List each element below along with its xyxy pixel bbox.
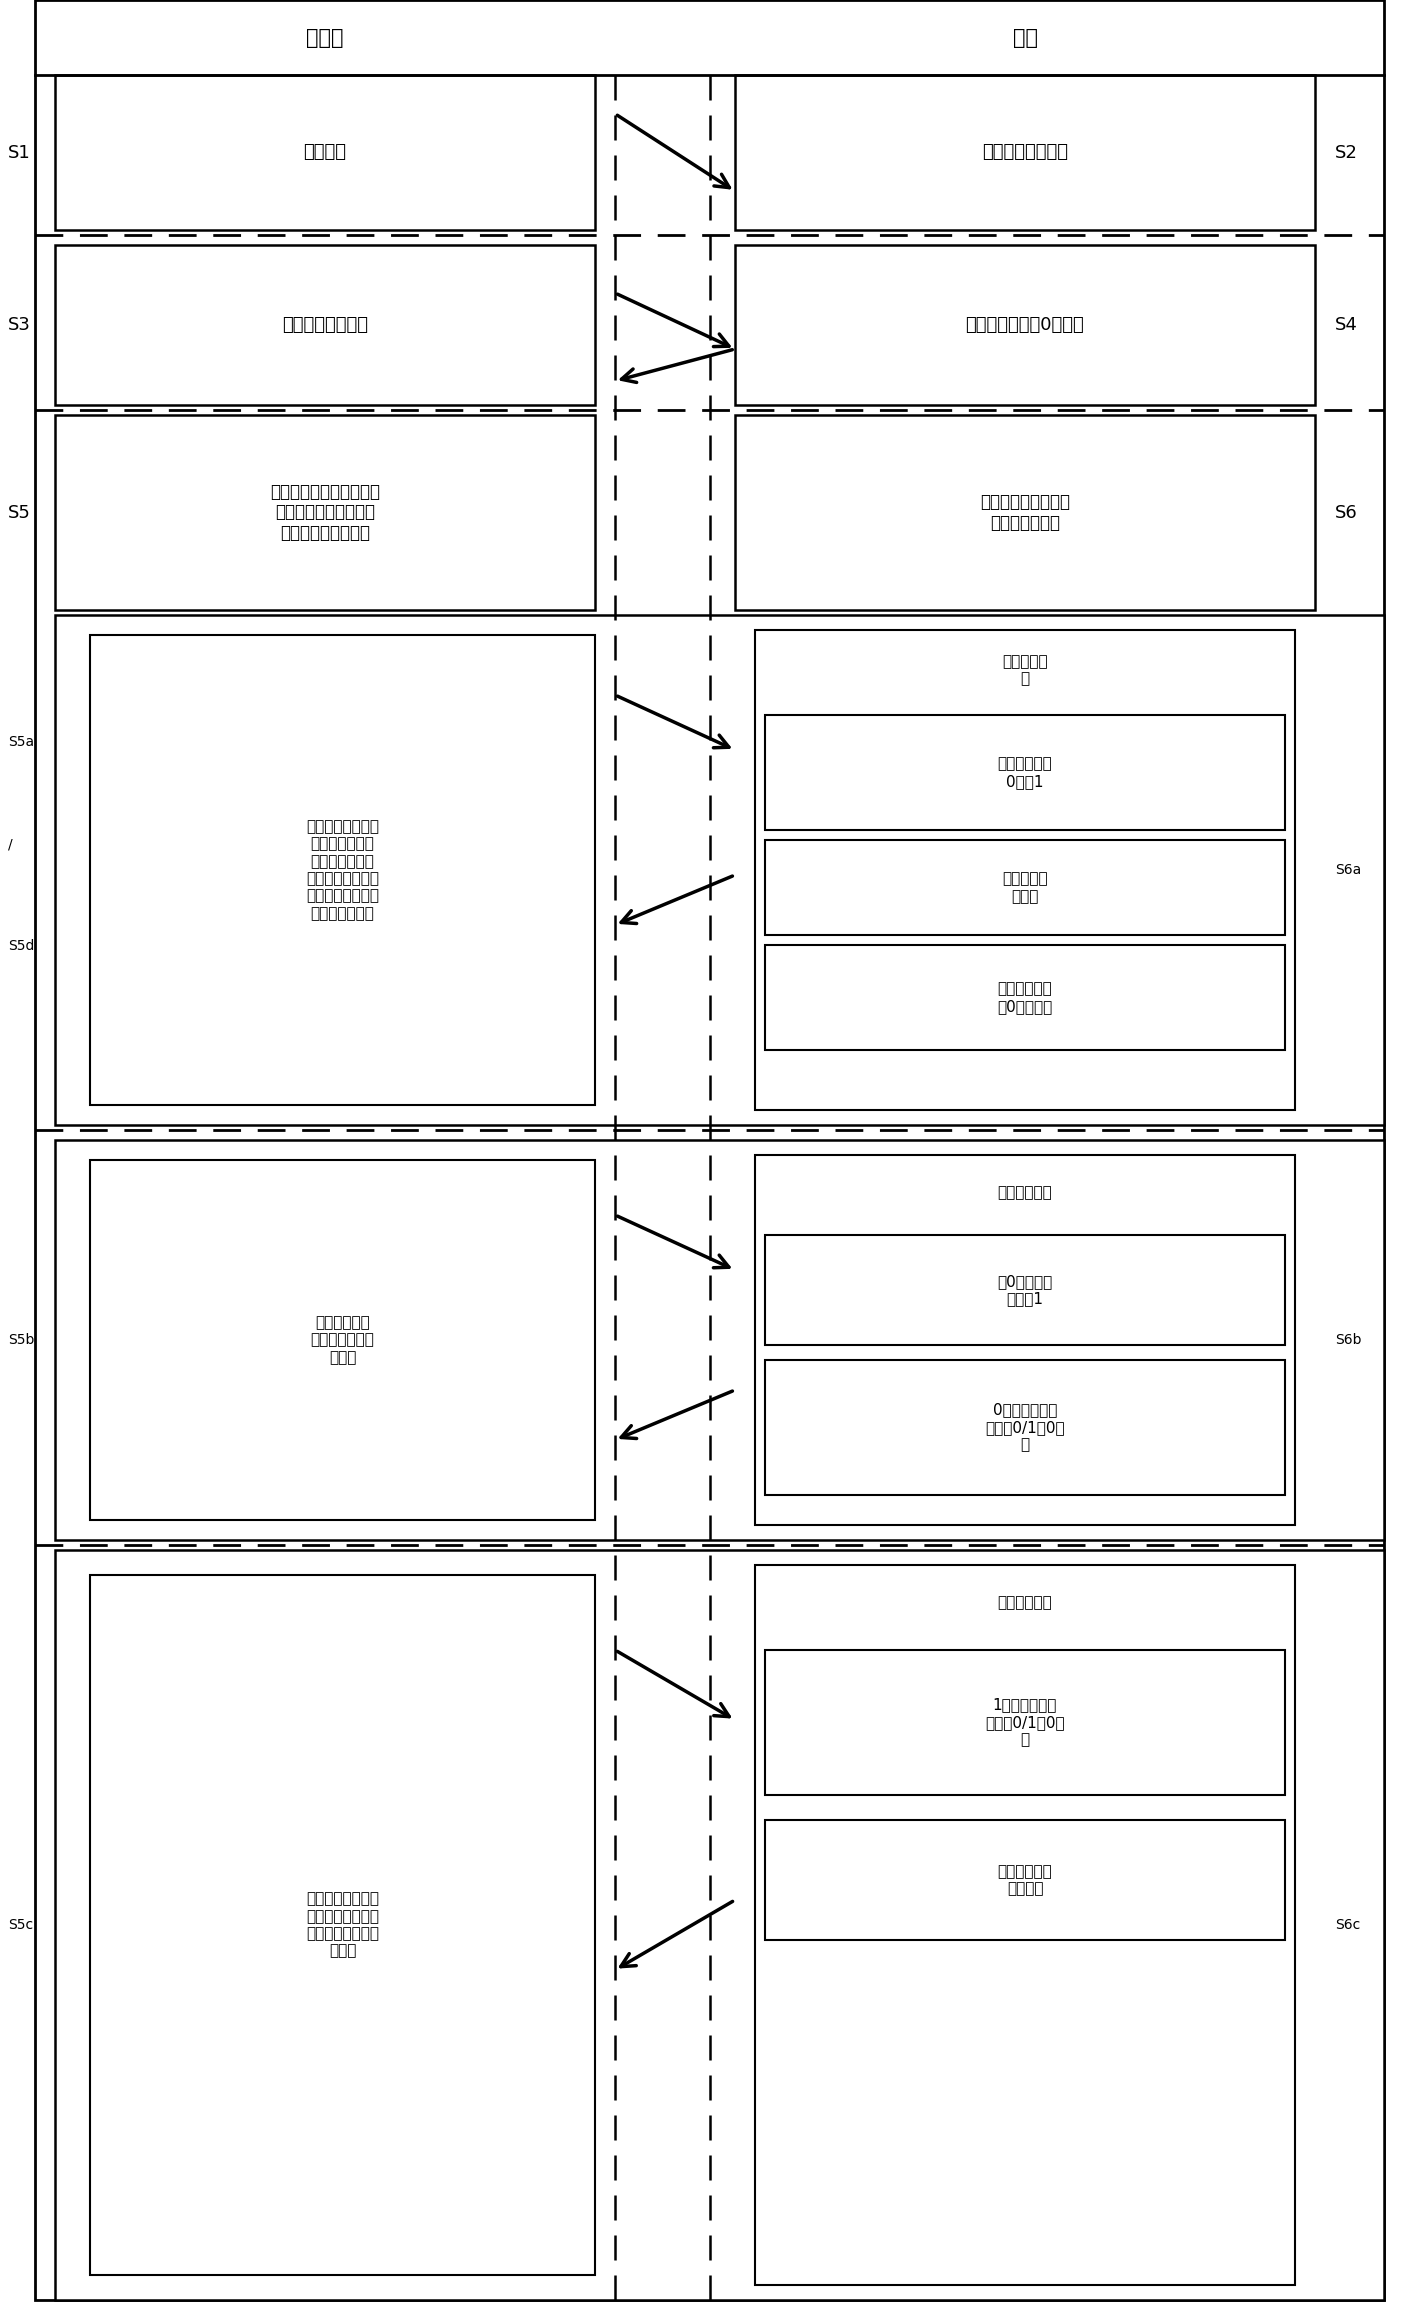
- Bar: [765, 1360, 1286, 1496]
- Text: S6a: S6a: [1335, 862, 1361, 876]
- Bar: [735, 76, 1315, 230]
- Text: 确认成功不
再响应: 确认成功不 再响应: [1002, 871, 1047, 904]
- Text: S6b: S6b: [1335, 1332, 1361, 1346]
- Text: 发送开始清点指令: 发送开始清点指令: [282, 316, 368, 334]
- Bar: [55, 415, 595, 611]
- Text: S2: S2: [1335, 143, 1358, 161]
- Bar: [765, 945, 1286, 1051]
- Text: S5a: S5a: [9, 735, 34, 749]
- Text: S1: S1: [9, 143, 31, 161]
- Bar: [89, 634, 595, 1104]
- Text: 计数器（值非
0）减1: 计数器（值非 0）减1: [998, 756, 1053, 788]
- Bar: [755, 629, 1296, 1111]
- Text: S5: S5: [9, 502, 31, 521]
- Text: S3: S3: [9, 316, 31, 334]
- Text: 选择标签: 选择标签: [304, 143, 346, 161]
- Bar: [735, 244, 1315, 406]
- Text: S5c: S5c: [9, 1918, 33, 1932]
- Text: S5b: S5b: [9, 1332, 34, 1346]
- Text: 成功确认指
令: 成功确认指 令: [1002, 655, 1047, 687]
- Text: 阅读器错误接
收，发送失败确
认指令: 阅读器错误接 收，发送失败确 认指令: [311, 1316, 375, 1365]
- Text: 接收指令并按以下两
种情况分别响应: 接收指令并按以下两 种情况分别响应: [981, 493, 1070, 532]
- Text: 阅读器正确接收，
或阅读器接收为
空且上一时隙未
收到或者正确接收
标签回复信息，则
发成功确认指令: 阅读器正确接收， 或阅读器接收为 空且上一时隙未 收到或者正确接收 标签回复信息…: [307, 818, 379, 922]
- Text: 1值计数器，重
新生成0/1，0回
复: 1值计数器，重 新生成0/1，0回 复: [985, 1696, 1064, 1747]
- Bar: [55, 244, 595, 406]
- Bar: [55, 615, 1384, 1125]
- Bar: [55, 76, 595, 230]
- Text: /: /: [9, 837, 13, 851]
- Bar: [765, 1821, 1286, 1941]
- Text: S4: S4: [1335, 316, 1358, 334]
- Text: 失败确认指令: 失败确认指令: [998, 1185, 1053, 1201]
- Text: 标签: 标签: [1013, 28, 1037, 48]
- Text: 计数器初始值全0，回复: 计数器初始值全0，回复: [965, 316, 1084, 334]
- Bar: [765, 839, 1286, 936]
- Bar: [89, 1159, 595, 1519]
- Text: 接收标签回复信息，并按
以下三种情况发送指令
（正确、错误、空）: 接收标签回复信息，并按 以下三种情况发送指令 （正确、错误、空）: [270, 482, 380, 542]
- Text: 阅读器: 阅读器: [307, 28, 343, 48]
- Text: 非0计数器，
其值加1: 非0计数器， 其值加1: [998, 1275, 1053, 1307]
- Bar: [765, 1650, 1286, 1796]
- Text: S5d: S5d: [9, 940, 34, 954]
- Bar: [735, 415, 1315, 611]
- Text: 确认失败，保
持0，并回复: 确认失败，保 持0，并回复: [998, 982, 1053, 1014]
- Bar: [55, 1141, 1384, 1540]
- Bar: [755, 1155, 1296, 1526]
- Text: 标签响应选择指令: 标签响应选择指令: [982, 143, 1069, 161]
- Text: 重新分裂指令: 重新分裂指令: [998, 1595, 1053, 1609]
- Bar: [755, 1565, 1296, 2284]
- Text: S6: S6: [1335, 502, 1358, 521]
- Text: S6c: S6c: [1335, 1918, 1361, 1932]
- Bar: [89, 1574, 595, 2275]
- Text: 非１计数器，
其值保持: 非１计数器， 其值保持: [998, 1865, 1053, 1897]
- Text: 阅读器接收为空，
且上一时隙接收错
误，则发送重新分
裂指令: 阅读器接收为空， 且上一时隙接收错 误，则发送重新分 裂指令: [307, 1892, 379, 1959]
- Bar: [55, 1549, 1384, 2300]
- Text: 0值计数器，重
新生成0/1，0回
复: 0值计数器，重 新生成0/1，0回 复: [985, 1404, 1064, 1452]
- Bar: [765, 715, 1286, 830]
- Bar: [765, 1235, 1286, 1346]
